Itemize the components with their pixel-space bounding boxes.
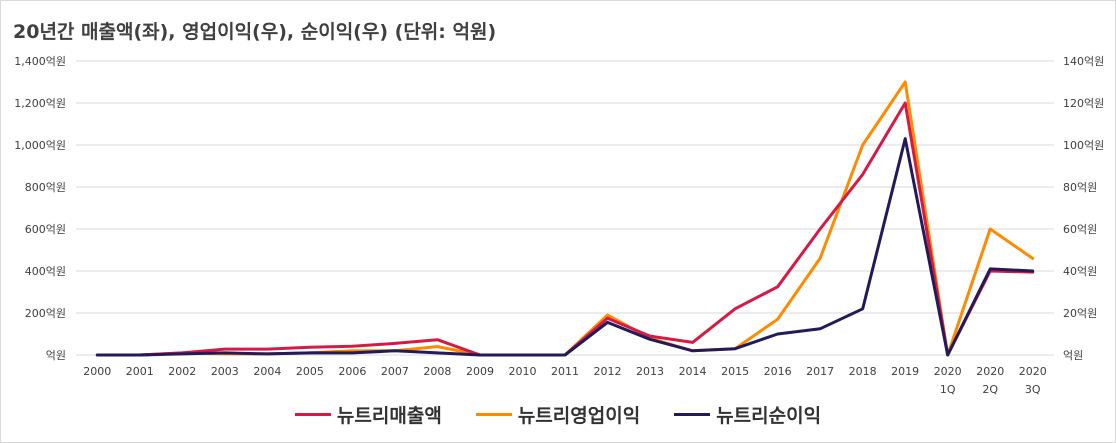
x-tick-label: 2019 <box>891 365 919 378</box>
right-axis-ticks: 억원 20억원 40억원 60억원 80억원 100억원 120억원 140억원 <box>1063 55 1104 362</box>
legend-label-revenue: 뉴트리매출액 <box>336 405 442 427</box>
x-tick-label: 2020 3Q <box>1019 365 1047 396</box>
legend-item-operating[interactable]: 뉴트리영업이익 <box>475 401 641 428</box>
x-tick-label: 2010 <box>508 365 536 378</box>
x-tick-label: 2007 <box>381 365 409 378</box>
series-lines <box>95 80 1035 357</box>
net-income-line <box>95 137 1035 357</box>
legend: 뉴트리매출액 뉴트리영업이익 뉴트리순이익 <box>1 401 1115 428</box>
right-tick-label: 억원 <box>1063 349 1083 362</box>
left-axis-ticks: 억원 200억원 400억원 600억원 800억원 1,000억원 1,200억원 1,40… <box>14 55 66 362</box>
x-tick-label: 2006 <box>338 365 366 378</box>
legend-swatch-operating <box>475 413 512 416</box>
right-tick-label: 120억원 <box>1063 97 1104 110</box>
x-tick-label: 2020 2Q <box>976 365 1004 396</box>
x-tick-label: 2011 <box>551 365 579 378</box>
x-tick-label: 2003 <box>211 365 239 378</box>
left-tick-label: 200억원 <box>25 307 66 320</box>
left-tick-label: 1,000억원 <box>14 139 66 152</box>
left-tick-label: 800억원 <box>25 181 66 194</box>
legend-label-operating: 뉴트리영업이익 <box>517 405 641 427</box>
right-tick-label: 140억원 <box>1063 55 1104 68</box>
chart-title: 20년간 매출액(좌), 영업이익(우), 순이익(우) (단위: 억원) <box>13 21 497 43</box>
x-tick-label: 2014 <box>679 365 707 378</box>
x-tick-label: 2016 <box>764 365 792 378</box>
legend-label-net: 뉴트리순이익 <box>716 405 822 427</box>
right-tick-label: 40억원 <box>1063 265 1097 278</box>
right-tick-label: 60억원 <box>1063 223 1097 236</box>
left-tick-label: 억원 <box>46 349 66 362</box>
legend-item-revenue[interactable]: 뉴트리매출액 <box>294 401 442 428</box>
x-tick-label: 2001 <box>126 365 154 378</box>
left-tick-label: 400억원 <box>25 265 66 278</box>
x-tick-label: 2013 <box>636 365 664 378</box>
x-tick-label: 2008 <box>423 365 451 378</box>
x-axis-ticks: 2000 2001 2002 2003 2004 2005 2006 2007 2008 2009… <box>83 365 1046 396</box>
x-tick-label: 2015 <box>721 365 749 378</box>
x-tick-label: 2002 <box>168 365 196 378</box>
legend-swatch-revenue <box>294 413 331 416</box>
x-tick-label: 2017 <box>806 365 834 378</box>
x-tick-label: 2020 1Q <box>934 365 962 396</box>
x-tick-label: 2018 <box>849 365 877 378</box>
right-tick-label: 100억원 <box>1063 139 1104 152</box>
x-tick-label: 2012 <box>594 365 622 378</box>
left-tick-label: 1,400억원 <box>14 55 66 68</box>
x-tick-label: 2004 <box>253 365 281 378</box>
x-tick-label: 2009 <box>466 365 494 378</box>
right-tick-label: 20억원 <box>1063 307 1097 320</box>
legend-item-net[interactable]: 뉴트리순이익 <box>674 401 821 428</box>
x-tick-label: 2000 <box>83 365 111 378</box>
left-tick-label: 1,200억원 <box>14 97 66 110</box>
right-tick-label: 80억원 <box>1063 181 1097 194</box>
x-tick-label: 2005 <box>296 365 324 378</box>
left-tick-label: 600억원 <box>25 223 66 236</box>
legend-swatch-net <box>674 413 711 416</box>
